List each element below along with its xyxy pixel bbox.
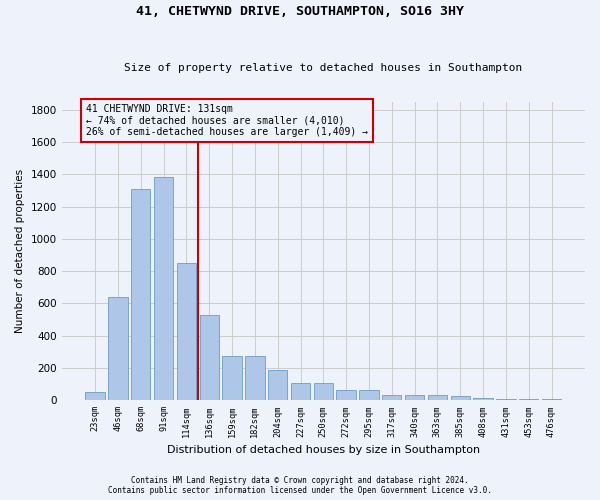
Bar bbox=[314, 384, 333, 400]
Bar bbox=[473, 398, 493, 400]
X-axis label: Distribution of detached houses by size in Southampton: Distribution of detached houses by size … bbox=[167, 445, 480, 455]
Bar bbox=[359, 390, 379, 400]
Bar bbox=[291, 384, 310, 400]
Y-axis label: Number of detached properties: Number of detached properties bbox=[15, 169, 25, 333]
Text: 41 CHETWYND DRIVE: 131sqm
← 74% of detached houses are smaller (4,010)
26% of se: 41 CHETWYND DRIVE: 131sqm ← 74% of detac… bbox=[86, 104, 368, 137]
Bar bbox=[451, 396, 470, 400]
Bar bbox=[268, 370, 287, 400]
Bar bbox=[405, 394, 424, 400]
Bar bbox=[177, 263, 196, 400]
Bar bbox=[85, 392, 105, 400]
Bar bbox=[108, 297, 128, 401]
Bar bbox=[382, 394, 401, 400]
Bar bbox=[428, 396, 447, 400]
Title: Size of property relative to detached houses in Southampton: Size of property relative to detached ho… bbox=[124, 63, 523, 73]
Bar bbox=[131, 189, 151, 400]
Bar bbox=[337, 390, 356, 400]
Bar bbox=[154, 178, 173, 400]
Bar bbox=[496, 398, 515, 400]
Text: 41, CHETWYND DRIVE, SOUTHAMPTON, SO16 3HY: 41, CHETWYND DRIVE, SOUTHAMPTON, SO16 3H… bbox=[136, 5, 464, 18]
Bar bbox=[519, 398, 538, 400]
Text: Contains HM Land Registry data © Crown copyright and database right 2024.
Contai: Contains HM Land Registry data © Crown c… bbox=[108, 476, 492, 495]
Bar bbox=[245, 356, 265, 401]
Bar bbox=[223, 356, 242, 401]
Bar bbox=[200, 314, 219, 400]
Bar bbox=[542, 398, 561, 400]
